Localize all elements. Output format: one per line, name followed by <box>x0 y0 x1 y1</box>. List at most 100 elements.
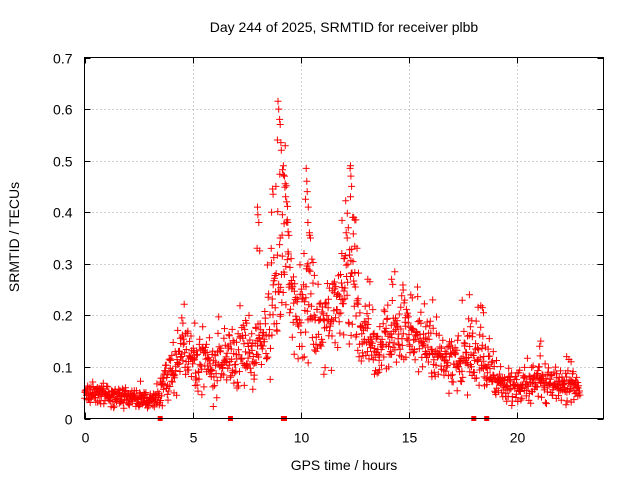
data-point <box>336 329 344 337</box>
spike-point <box>536 342 544 350</box>
data-point <box>305 266 313 274</box>
data-point <box>307 302 315 310</box>
data-point <box>334 344 342 351</box>
data-point <box>331 339 339 347</box>
data-point <box>283 256 291 264</box>
spike-point <box>281 180 289 188</box>
data-point <box>536 352 544 360</box>
data-point <box>231 369 239 377</box>
data-point <box>408 324 416 332</box>
data-point <box>424 358 432 366</box>
data-point <box>354 346 362 354</box>
data-point <box>291 280 299 288</box>
data-point <box>255 353 263 361</box>
data-point <box>453 346 461 354</box>
data-point <box>181 349 189 357</box>
data-point <box>322 323 330 331</box>
data-point <box>263 355 271 363</box>
data-point <box>575 382 583 390</box>
data-point <box>464 332 471 340</box>
data-point <box>271 304 279 312</box>
data-point <box>342 197 350 205</box>
data-point <box>428 346 436 354</box>
data-point <box>184 363 192 371</box>
data-point <box>379 320 387 328</box>
data-point <box>523 354 531 362</box>
data-point <box>186 337 193 345</box>
data-point <box>458 296 466 304</box>
x-tick-label: 10 <box>294 430 310 446</box>
data-point <box>168 378 176 386</box>
data-point <box>342 261 350 269</box>
data-point <box>393 323 401 331</box>
data-point <box>225 361 233 369</box>
spike-point <box>269 185 277 193</box>
data-point <box>486 365 494 373</box>
data-point <box>320 370 328 378</box>
data-point <box>220 371 228 379</box>
y-tick-label: 0.3 <box>53 257 73 273</box>
data-point <box>490 372 498 380</box>
data-point <box>273 251 281 259</box>
data-point <box>227 345 235 353</box>
data-point <box>374 350 382 358</box>
data-point <box>137 377 144 385</box>
data-point <box>266 326 273 334</box>
data-point <box>207 365 215 373</box>
data-point <box>276 170 284 178</box>
data-point <box>385 363 393 371</box>
data-point <box>452 349 460 357</box>
data-point <box>306 267 314 275</box>
data-point <box>543 388 551 396</box>
data-point <box>302 328 310 336</box>
data-point <box>270 254 278 262</box>
data-point <box>391 346 399 354</box>
data-point <box>518 394 526 402</box>
data-point <box>343 209 351 217</box>
data-point <box>436 343 444 351</box>
data-point <box>300 250 308 257</box>
data-point <box>541 399 549 407</box>
data-point <box>489 348 497 356</box>
data-point <box>223 349 231 357</box>
data-point <box>297 285 305 293</box>
data-point <box>286 263 294 271</box>
data-point <box>261 308 269 315</box>
spike-point <box>282 193 290 201</box>
y-tick-label: 0.6 <box>53 102 73 118</box>
data-point <box>376 351 384 359</box>
data-point <box>517 396 525 404</box>
data-point <box>176 347 183 355</box>
data-point <box>290 287 298 295</box>
spike-point <box>346 164 354 172</box>
data-point <box>257 361 265 368</box>
data-point <box>517 388 524 395</box>
data-point <box>273 320 281 327</box>
data-point <box>557 367 564 375</box>
spike-point <box>304 203 312 211</box>
data-point <box>442 357 450 365</box>
spike-point <box>303 188 311 196</box>
data-point <box>278 252 286 260</box>
spike-point <box>343 234 351 242</box>
data-point <box>193 347 201 355</box>
plot-frame <box>84 57 604 419</box>
data-point <box>396 345 404 353</box>
data-point <box>259 342 267 350</box>
data-point <box>420 330 427 338</box>
data-point <box>481 362 489 370</box>
data-point <box>285 250 292 258</box>
data-point <box>552 363 560 371</box>
data-point <box>351 269 359 276</box>
spike-point <box>563 353 571 361</box>
data-point <box>185 366 193 374</box>
data-point <box>335 310 343 318</box>
data-point <box>355 269 362 277</box>
data-point <box>250 371 258 379</box>
data-point <box>156 398 164 406</box>
data-point <box>311 346 319 354</box>
data-point <box>178 353 186 360</box>
data-point <box>308 315 316 323</box>
data-point <box>382 328 389 335</box>
data-point <box>394 322 402 330</box>
